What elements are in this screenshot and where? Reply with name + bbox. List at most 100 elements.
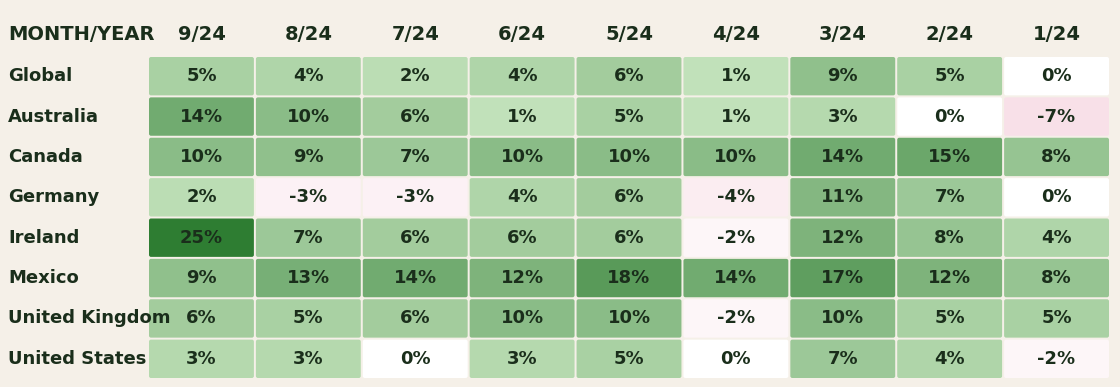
FancyBboxPatch shape xyxy=(255,340,361,378)
Text: 10%: 10% xyxy=(607,310,651,327)
Text: 3%: 3% xyxy=(828,108,858,125)
Text: 7%: 7% xyxy=(293,229,324,247)
FancyBboxPatch shape xyxy=(1005,219,1109,257)
Text: United States: United States xyxy=(8,350,147,368)
FancyBboxPatch shape xyxy=(791,98,895,136)
Text: 4%: 4% xyxy=(506,67,538,85)
Text: 6%: 6% xyxy=(614,188,644,206)
FancyBboxPatch shape xyxy=(683,340,788,378)
Text: 5%: 5% xyxy=(614,108,644,125)
FancyBboxPatch shape xyxy=(897,178,1002,216)
FancyBboxPatch shape xyxy=(683,178,788,216)
Text: 7%: 7% xyxy=(400,148,430,166)
Text: 2/24: 2/24 xyxy=(925,24,973,43)
Text: Ireland: Ireland xyxy=(8,229,80,247)
Text: Germany: Germany xyxy=(8,188,100,206)
Text: Canada: Canada xyxy=(8,148,83,166)
Text: 5%: 5% xyxy=(934,67,965,85)
FancyBboxPatch shape xyxy=(469,299,575,337)
Text: 9%: 9% xyxy=(186,269,217,287)
FancyBboxPatch shape xyxy=(149,98,254,136)
FancyBboxPatch shape xyxy=(149,299,254,337)
FancyBboxPatch shape xyxy=(255,178,361,216)
FancyBboxPatch shape xyxy=(1005,98,1109,136)
FancyBboxPatch shape xyxy=(149,219,254,257)
FancyBboxPatch shape xyxy=(791,299,895,337)
Text: MONTH/YEAR: MONTH/YEAR xyxy=(8,24,155,43)
Text: 4%: 4% xyxy=(934,350,965,368)
Text: 13%: 13% xyxy=(287,269,330,287)
FancyBboxPatch shape xyxy=(1005,299,1109,337)
Text: -3%: -3% xyxy=(289,188,327,206)
FancyBboxPatch shape xyxy=(791,219,895,257)
Text: 10%: 10% xyxy=(715,148,757,166)
Text: -4%: -4% xyxy=(717,188,755,206)
FancyBboxPatch shape xyxy=(577,138,681,176)
Text: 2%: 2% xyxy=(186,188,217,206)
Text: United Kingdom: United Kingdom xyxy=(8,310,170,327)
Text: 5%: 5% xyxy=(293,310,324,327)
Text: -2%: -2% xyxy=(717,229,755,247)
Text: 12%: 12% xyxy=(928,269,971,287)
FancyBboxPatch shape xyxy=(577,57,681,95)
FancyBboxPatch shape xyxy=(255,219,361,257)
FancyBboxPatch shape xyxy=(363,299,468,337)
FancyBboxPatch shape xyxy=(577,219,681,257)
Text: 7%: 7% xyxy=(828,350,858,368)
Text: 9/24: 9/24 xyxy=(177,24,225,43)
FancyBboxPatch shape xyxy=(469,138,575,176)
Text: 9%: 9% xyxy=(828,67,858,85)
FancyBboxPatch shape xyxy=(1005,178,1109,216)
FancyBboxPatch shape xyxy=(791,138,895,176)
FancyBboxPatch shape xyxy=(683,219,788,257)
FancyBboxPatch shape xyxy=(1005,138,1109,176)
Text: 5%: 5% xyxy=(934,310,965,327)
Text: 3/24: 3/24 xyxy=(819,24,867,43)
Text: 0%: 0% xyxy=(1042,67,1072,85)
Text: 6/24: 6/24 xyxy=(498,24,547,43)
FancyBboxPatch shape xyxy=(791,259,895,297)
Text: 8%: 8% xyxy=(934,229,965,247)
Text: 4%: 4% xyxy=(1042,229,1072,247)
FancyBboxPatch shape xyxy=(363,98,468,136)
Text: 4%: 4% xyxy=(293,67,324,85)
FancyBboxPatch shape xyxy=(683,98,788,136)
Text: 10%: 10% xyxy=(607,148,651,166)
FancyBboxPatch shape xyxy=(791,340,895,378)
Text: 11%: 11% xyxy=(821,188,865,206)
Text: 7%: 7% xyxy=(934,188,965,206)
Text: 5%: 5% xyxy=(614,350,644,368)
FancyBboxPatch shape xyxy=(255,57,361,95)
Text: 9%: 9% xyxy=(293,148,324,166)
FancyBboxPatch shape xyxy=(897,57,1002,95)
FancyBboxPatch shape xyxy=(149,138,254,176)
FancyBboxPatch shape xyxy=(897,98,1002,136)
FancyBboxPatch shape xyxy=(791,57,895,95)
Text: 1%: 1% xyxy=(720,108,752,125)
Text: 8%: 8% xyxy=(1042,269,1072,287)
Text: 6%: 6% xyxy=(614,67,644,85)
Text: 5/24: 5/24 xyxy=(605,24,653,43)
FancyBboxPatch shape xyxy=(577,340,681,378)
FancyBboxPatch shape xyxy=(363,138,468,176)
FancyBboxPatch shape xyxy=(469,219,575,257)
Text: 10%: 10% xyxy=(501,148,543,166)
FancyBboxPatch shape xyxy=(469,57,575,95)
Text: 0%: 0% xyxy=(720,350,752,368)
Text: 2%: 2% xyxy=(400,67,430,85)
FancyBboxPatch shape xyxy=(897,259,1002,297)
FancyBboxPatch shape xyxy=(683,138,788,176)
Text: 14%: 14% xyxy=(180,108,223,125)
FancyBboxPatch shape xyxy=(577,299,681,337)
FancyBboxPatch shape xyxy=(469,178,575,216)
Text: 5%: 5% xyxy=(186,67,217,85)
Text: 0%: 0% xyxy=(400,350,430,368)
FancyBboxPatch shape xyxy=(897,340,1002,378)
Text: 6%: 6% xyxy=(400,229,430,247)
Text: Australia: Australia xyxy=(8,108,99,125)
Text: 6%: 6% xyxy=(614,229,644,247)
Text: 10%: 10% xyxy=(180,148,223,166)
FancyBboxPatch shape xyxy=(577,98,681,136)
Text: -3%: -3% xyxy=(396,188,435,206)
FancyBboxPatch shape xyxy=(683,259,788,297)
